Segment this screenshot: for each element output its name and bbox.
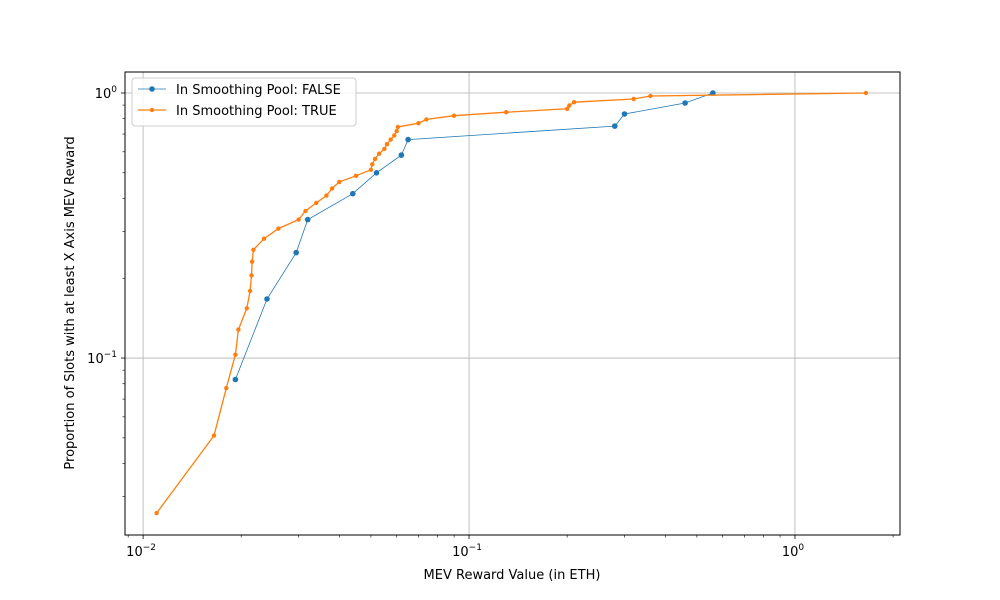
legend-marker	[149, 107, 155, 113]
data-point	[388, 137, 393, 142]
data-point	[373, 170, 380, 176]
data-point	[382, 146, 387, 152]
data-point	[565, 106, 570, 112]
legend-label: In Smoothing Pool: FALSE	[176, 83, 341, 98]
data-point	[392, 133, 397, 138]
data-point	[710, 90, 716, 96]
y-tick-label: 10−1	[87, 350, 117, 367]
series-2	[154, 90, 869, 516]
data-point	[293, 249, 300, 256]
data-point	[247, 288, 253, 294]
grid	[125, 72, 900, 535]
series-layer	[154, 90, 869, 516]
legend-item: In Smoothing Pool: FALSE	[138, 83, 341, 98]
data-point	[350, 190, 356, 197]
x-tick-label: 10−1	[452, 543, 482, 560]
ticks: 10−2 10−1 100 10−1 100	[87, 85, 894, 560]
data-point	[324, 193, 329, 198]
data-point	[567, 103, 572, 108]
data-point	[863, 90, 869, 96]
data-point	[303, 208, 308, 214]
data-point	[504, 110, 509, 115]
data-point	[370, 162, 375, 167]
data-point	[405, 136, 411, 143]
data-point	[154, 510, 159, 516]
data-point	[394, 128, 399, 134]
data-point	[224, 385, 229, 391]
x-axis-label: MEV Reward Value (in ETH)	[424, 568, 601, 583]
data-point	[612, 123, 618, 129]
legend: In Smoothing Pool: FALSE In Smoothing Poo…	[131, 77, 357, 127]
data-point	[236, 327, 241, 332]
data-point	[232, 376, 239, 383]
data-point	[249, 273, 254, 278]
data-point	[621, 111, 628, 117]
data-point	[372, 156, 378, 162]
data-point	[377, 151, 382, 156]
data-point	[233, 352, 238, 357]
data-point	[304, 216, 311, 223]
data-point	[261, 236, 267, 241]
legend-box	[131, 77, 357, 127]
data-point	[264, 296, 270, 302]
data-point	[571, 100, 577, 105]
series-line	[156, 92, 866, 514]
data-point	[398, 152, 405, 158]
y-tick-label: 100	[95, 85, 118, 102]
data-point	[244, 306, 249, 311]
data-point	[276, 226, 281, 231]
data-point	[384, 142, 390, 147]
legend-label: In Smoothing Pool: TRUE	[176, 104, 337, 119]
data-point	[296, 217, 301, 222]
legend-item: In Smoothing Pool: TRUE	[138, 104, 337, 119]
series-1	[232, 90, 716, 383]
data-point	[395, 124, 401, 130]
x-tick-label: 10−2	[126, 543, 156, 560]
data-point	[416, 121, 421, 126]
data-point	[249, 259, 255, 264]
data-point	[682, 100, 688, 106]
series-line	[235, 92, 714, 380]
data-point	[251, 247, 256, 252]
data-point	[329, 186, 335, 191]
data-point	[211, 433, 217, 438]
data-point	[337, 179, 342, 185]
legend-marker	[149, 86, 155, 92]
data-point	[451, 113, 457, 118]
data-point	[314, 200, 319, 206]
data-point	[424, 117, 429, 122]
x-tick-label: 100	[782, 543, 805, 560]
data-point	[368, 167, 374, 172]
data-point	[631, 96, 636, 102]
y-axis-label: Proportion of Slots with at least X Axis…	[63, 136, 78, 469]
data-point	[353, 173, 359, 178]
data-point	[648, 93, 653, 99]
plot-frame	[124, 71, 901, 536]
